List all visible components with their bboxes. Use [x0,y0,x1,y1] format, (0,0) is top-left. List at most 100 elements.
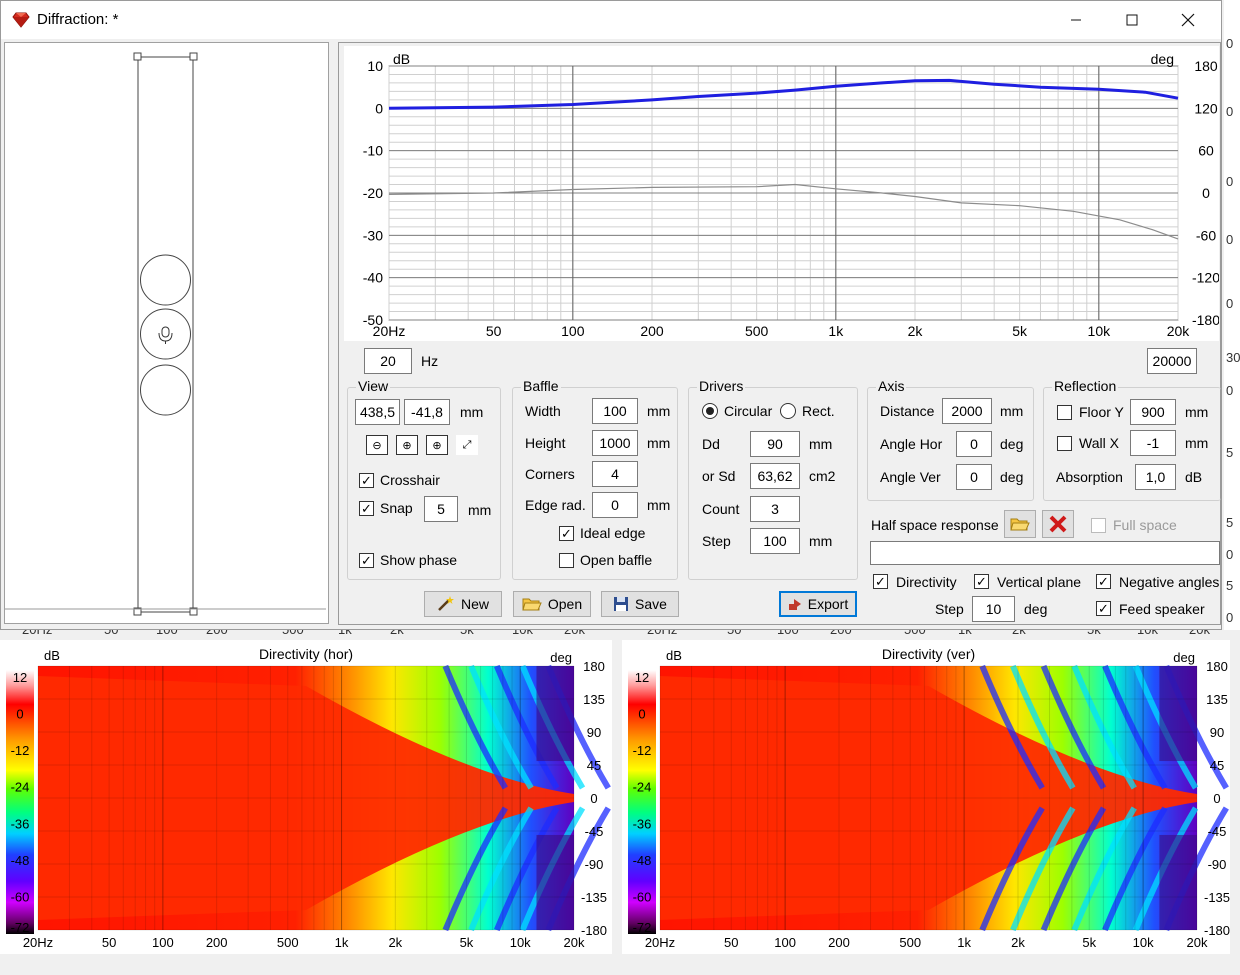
baffle-group: Baffle Width 100 mm Height 1000 mm Corne… [512,378,678,580]
close-button[interactable] [1165,1,1211,39]
sd-unit: cm2 [809,468,836,484]
heatmap-fringe [979,664,1045,790]
save-button[interactable]: Save [601,591,679,617]
view-x-field[interactable]: 438,5 [355,399,400,425]
negative-angles-checkbox[interactable]: ✓ [1096,574,1111,589]
dd-field[interactable]: 90 [750,431,800,457]
show-phase-checkbox[interactable]: ✓ [359,553,374,568]
y-tick-label: 10 [367,58,383,74]
crosshair-checkbox[interactable]: ✓ [359,473,374,488]
directivity-hor-chart[interactable]: 12 0 -12 -24 -36 -48 -60 -72 180 135 90 45 0 -45 -90 -1… [0,644,612,954]
scale-label: -60 [633,889,652,904]
heatmap-fringe [1010,806,1076,932]
absorption-field[interactable]: 1,0 [1135,464,1176,490]
heatmap-fringe [494,806,560,932]
sd-field[interactable]: 63,62 [750,463,800,489]
snap-label: Snap [380,500,413,516]
response-chart[interactable]: 100-10-20-30-40-50180120600-60-120-18020… [344,46,1220,341]
background-label: 5 [1226,515,1234,530]
title-bar[interactable]: Diffraction: * [1,1,1221,39]
zoom-fit-icon[interactable]: ⊕ [396,435,418,455]
wall-field[interactable]: -1 [1130,430,1176,456]
vertical-plane-checkbox[interactable]: ✓ [974,574,989,589]
angle-hor-field[interactable]: 0 [956,431,992,457]
freq-max-field[interactable]: 20000 [1147,348,1197,374]
open-button[interactable]: Open [513,591,591,617]
view-group: View 438,5 -41,8 mm ⊖ ⊕ ⊕ ⤢ ✓ Crosshair … [347,378,501,580]
ideal-edge-label: Ideal edge [580,525,646,541]
zoom-out-icon[interactable]: ⊖ [366,435,388,455]
red-x-icon [1049,515,1067,533]
freq-min-field[interactable]: 20 [364,348,412,374]
new-button[interactable]: New [424,591,502,617]
angle-label: 180 [1206,659,1228,674]
background-label: 0 [1226,610,1234,625]
heatmap-fringe [979,806,1045,932]
half-space-open-button[interactable] [1004,510,1036,538]
minimize-icon [1071,19,1081,21]
show-phase-label: Show phase [380,552,458,568]
view-y-field[interactable]: -41,8 [404,399,450,425]
full-space-checkbox[interactable] [1091,518,1106,533]
height-field[interactable]: 1000 [592,430,638,456]
feed-speaker-checkbox[interactable]: ✓ [1096,601,1111,616]
count-label: Count [702,501,740,517]
heatmap-fringe [468,806,534,932]
x-tick-label: 200 [828,935,850,950]
snap-field[interactable]: 5 [424,496,458,522]
directivity-ver-panel: 12 0 -12 -24 -36 -48 -60 -72 180 135 90 45 0 -45 -90 -1… [622,644,1230,954]
x-tick-label: 500 [277,935,299,950]
snap-checkbox[interactable]: ✓ [359,501,374,516]
background-label: 0 [1226,174,1234,189]
heatmap-nulls [1159,834,1197,930]
width-unit: mm [647,403,671,419]
directivity-ver-chart[interactable]: 12 0 -12 -24 -36 -48 -60 -72 180 135 90 45 0 -45 -90 -1… [622,644,1230,954]
floor-checkbox[interactable] [1057,405,1072,420]
count-field[interactable]: 3 [750,496,800,522]
color-scale-bar [6,670,34,934]
floor-field[interactable]: 900 [1130,399,1176,425]
edge-field[interactable]: 0 [592,492,638,518]
maximize-button[interactable] [1109,1,1155,39]
maximize-icon [1126,14,1138,26]
open-button-label: Open [547,596,583,612]
heatmap-fringe [1102,806,1168,932]
ideal-edge-checkbox[interactable]: ✓ [559,526,574,541]
wall-unit: mm [1185,435,1209,451]
dir-step-field[interactable]: 10 [972,596,1015,622]
x-tick-label: 5k [460,935,474,950]
axis-group: Axis Distance 2000 mm Angle Hor 0 deg An… [867,378,1034,501]
wall-checkbox[interactable] [1057,436,1072,451]
baffle-preview-panel[interactable] [4,42,329,624]
corners-field[interactable]: 4 [592,461,638,487]
fullscreen-icon[interactable]: ⤢ [456,435,478,455]
heatmap-fringe [442,664,508,790]
dir-step-unit: deg [1024,601,1048,617]
width-field[interactable]: 100 [592,398,638,424]
angle-label: 180 [583,659,605,674]
heatmap-fringe [1040,806,1107,932]
drivers-step-field[interactable]: 100 [750,528,800,554]
half-space-path-field[interactable] [870,541,1220,565]
angle-label: 45 [587,758,601,773]
open-baffle-checkbox[interactable] [559,553,574,568]
y-tick-label: -40 [363,270,383,286]
minimize-button[interactable] [1053,1,1099,39]
directivity-checkbox[interactable]: ✓ [873,574,888,589]
distance-field[interactable]: 2000 [942,398,992,424]
angle-hor-unit: deg [1000,436,1024,452]
angle-ver-field[interactable]: 0 [956,464,992,490]
distance-label: Distance [880,403,935,419]
x-tick-label: 20Hz [645,935,675,950]
circular-radio[interactable] [702,403,718,419]
wall-label: Wall X [1079,435,1119,451]
scale-label: -60 [11,889,30,904]
half-space-delete-button[interactable] [1042,510,1074,538]
zoom-in-icon[interactable]: ⊕ [426,435,448,455]
heatmap-main-lobe [660,676,1197,920]
export-button[interactable]: Export [779,591,857,617]
y-unit-label: dB [393,51,410,67]
rect-radio[interactable] [780,403,796,419]
baffle-drawing[interactable] [5,43,328,623]
x-tick-label: 500 [745,323,769,339]
